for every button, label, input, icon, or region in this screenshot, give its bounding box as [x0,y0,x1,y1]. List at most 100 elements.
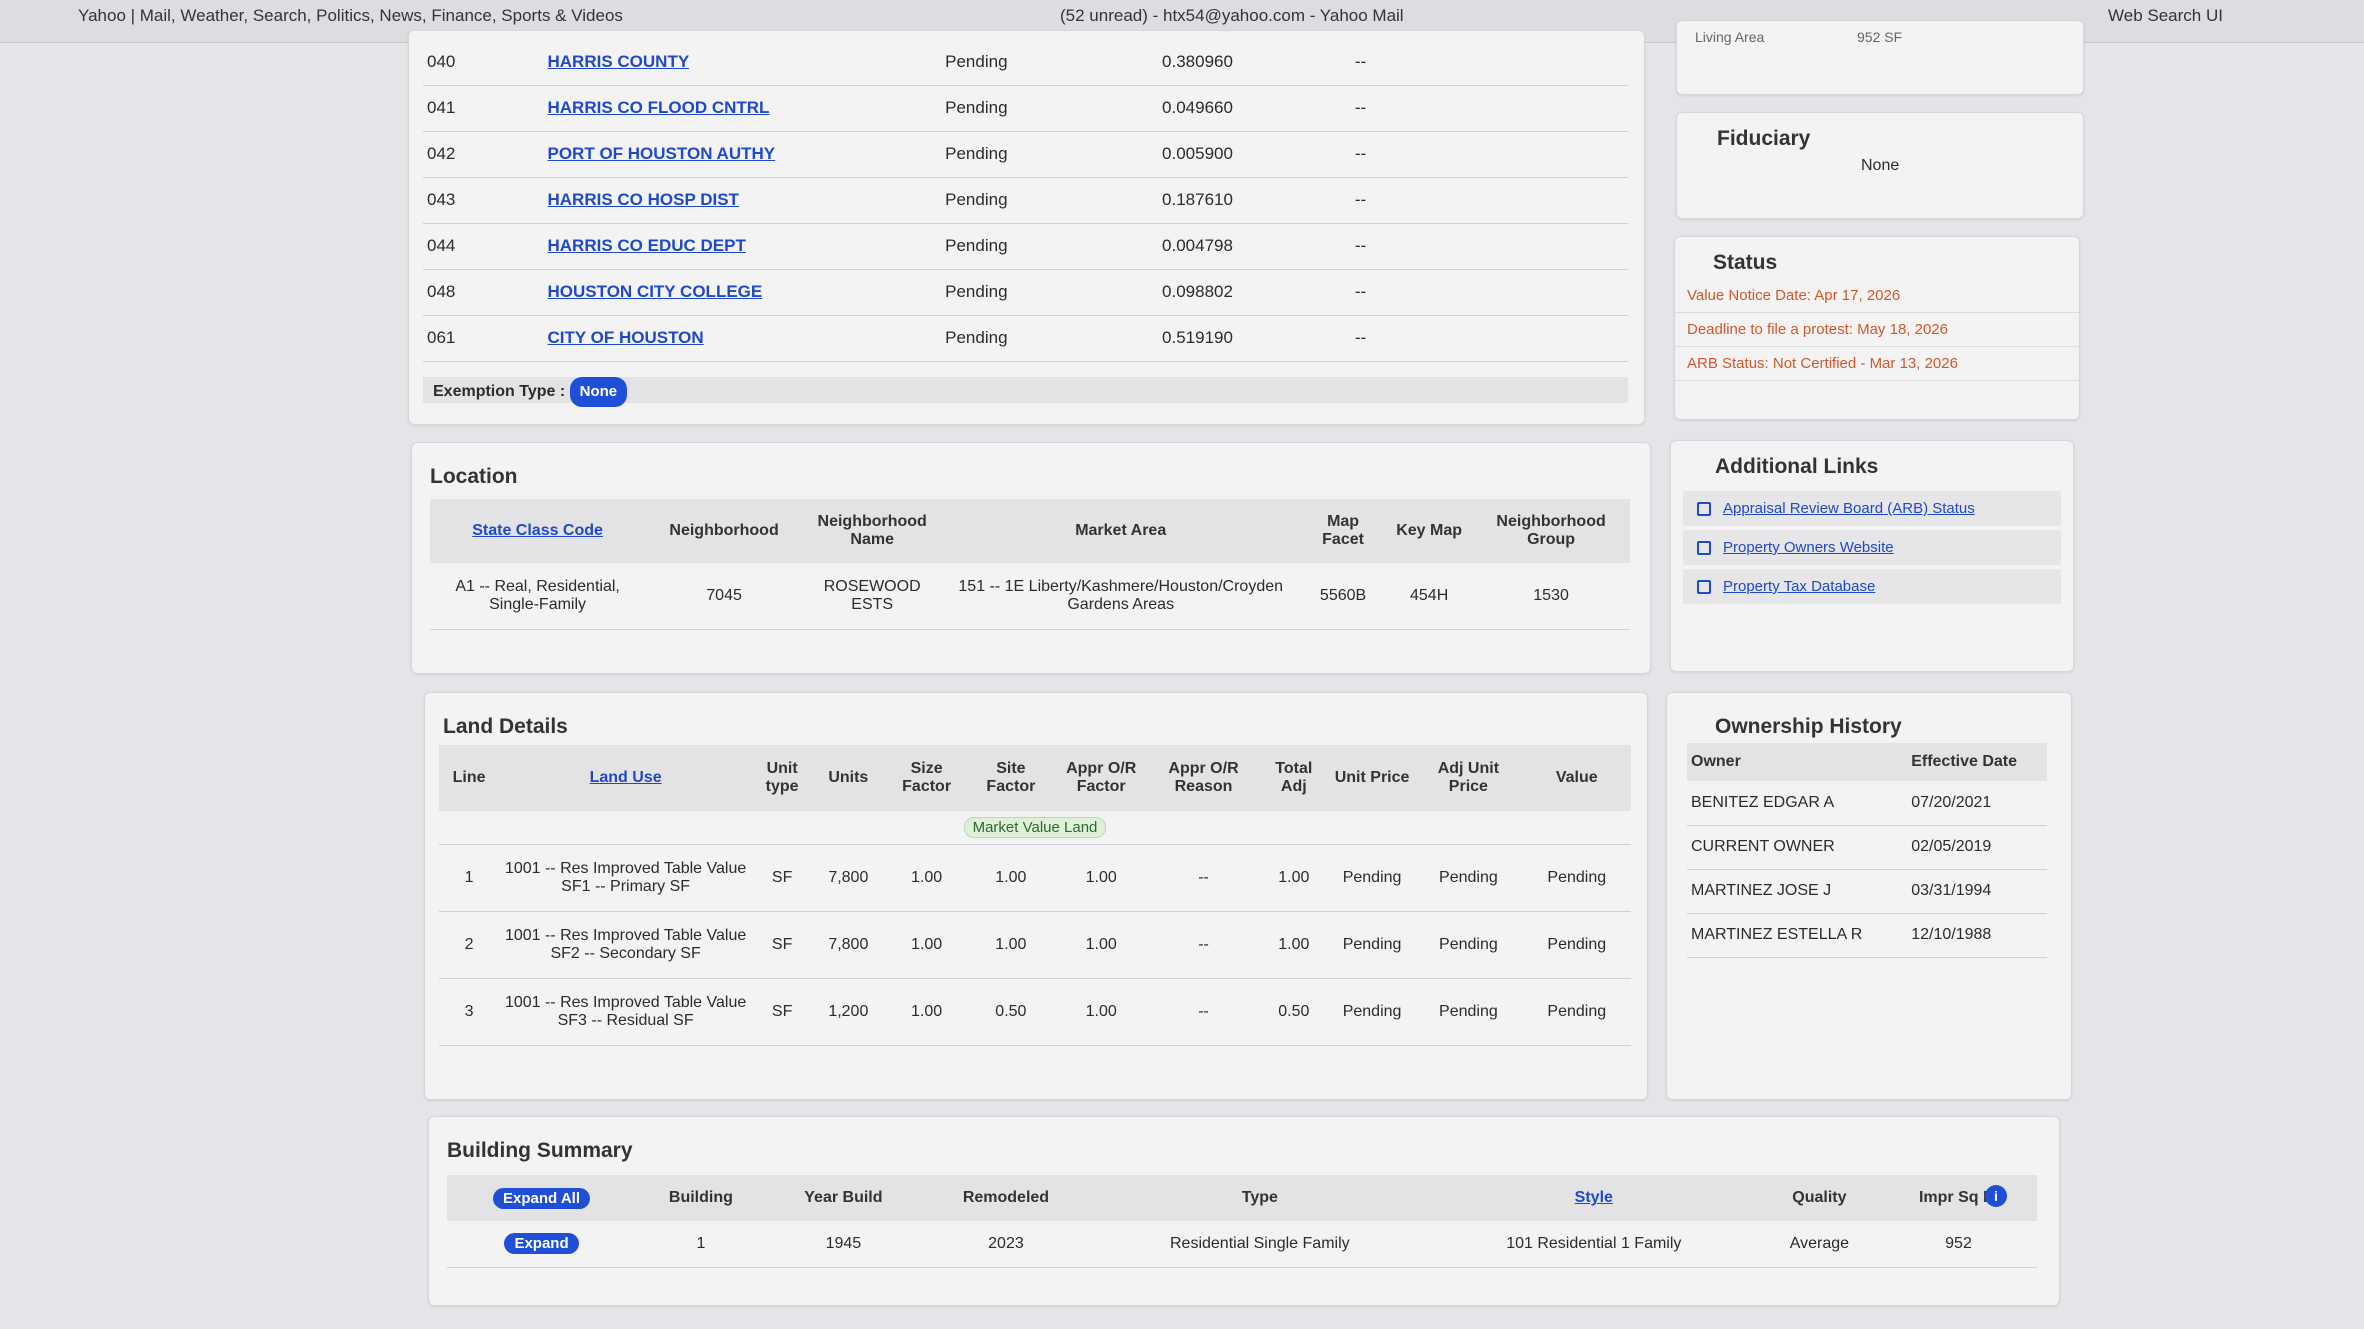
table-cell: -- [1350,315,1628,362]
fiduciary-value: None [1861,157,1900,174]
external-link[interactable]: Appraisal Review Board (ARB) Status [1723,500,1975,517]
unit-link[interactable]: HARRIS COUNTY [547,51,690,71]
header-row: Line Land Use Unit type Units Size Factor Sit… [439,745,1631,811]
header-link[interactable]: State Class Code [472,522,603,539]
table-cell: 1945 [765,1221,922,1268]
table-cell: HOUSTON CITY COLLEGE [543,269,942,316]
header-link[interactable]: Land Use [589,769,662,786]
cell-text: 7,800 [828,869,869,886]
header-cell: Value [1522,745,1631,811]
table-cell: -- [1350,269,1628,316]
summary-panel: Living Area 952 SF [1676,20,2084,95]
header-cell: Impr Sq Ft [1880,1175,2037,1221]
header-text: Type [1241,1189,1278,1206]
cell-text: 1 [464,869,474,886]
cell-text: 040 [427,51,456,71]
table-row: 042 PORT OF HOUSTON AUTHY Pending 0.005900 -… [423,131,1628,178]
external-link[interactable]: Property Tax Database [1723,578,1876,595]
unit-link[interactable]: HARRIS CO HOSP DIST [547,190,739,209]
cell-text: Pending [945,144,1008,163]
cell-text: ROSEWOOD ESTS [823,577,921,613]
cell-text: 0.50 [995,1003,1027,1020]
unit-link[interactable]: HOUSTON CITY COLLEGE [547,282,763,301]
table-cell: 1.00 [1257,844,1330,912]
table-cell: 12/10/1988 [1907,913,2047,958]
table-cell: 5560B [1300,563,1387,630]
table-cell: 2023 [921,1221,1091,1268]
table-cell: BENITEZ EDGAR A [1687,781,1908,826]
unit-link[interactable]: HARRIS CO EDUC DEPT [547,236,746,255]
tab[interactable]: (52 unread) - htx54@yahoo.com - Yahoo Ma… [1060,6,1404,25]
header-cell: Key Map [1386,499,1473,563]
cell-text: 03/31/1994 [1911,882,1992,899]
table-cell: Pending [1522,911,1631,979]
table-cell: 0.004798 [1158,223,1351,270]
panel-title: Additional Links [1715,455,1879,478]
cell-text: -- [1354,328,1367,347]
table-cell: PORT OF HOUSTON AUTHY [543,131,942,178]
cell-text: 1.00 [995,936,1027,953]
cell-text: 1.00 [995,869,1027,886]
header-text: Appr O/R Reason [1168,760,1239,795]
table-cell: 2 [439,911,500,979]
header-cell: Neighborhood Group [1472,499,1630,563]
table-cell: Pending [1414,911,1523,979]
table-cell: 0.380960 [1158,39,1351,86]
table-cell: Residential Single Family [1090,1221,1429,1268]
expand-button[interactable]: Expand [504,1233,579,1255]
cell-text: -- [1354,236,1367,255]
table-cell: 7045 [645,563,803,630]
data-table: Line Land Use Unit type Units Size Factor Sit… [439,745,1631,1046]
cell-text: 7045 [706,586,742,604]
table-cell: MARTINEZ ESTELLA R [1687,913,1908,958]
link-row: Property Tax Database [1683,569,2061,604]
header-cell: Expand All [447,1175,637,1221]
cell-text: 1.00 [1085,1003,1117,1020]
table-cell: 151 -- 1E Liberty/Kashmere/Houston/Croyd… [941,563,1301,630]
header-link[interactable]: Style [1574,1189,1613,1206]
header-cell: Building [636,1175,766,1221]
external-link[interactable]: Property Owners Website [1723,539,1894,556]
table-cell: Pending [941,39,1159,86]
tab[interactable]: Yahoo | Mail, Weather, Search, Politics,… [78,6,623,25]
panel-title: Location [430,465,518,488]
table-cell: -- [1149,844,1258,912]
table-cell: 0.005900 [1158,131,1351,178]
header-text: Building [668,1189,733,1206]
table-cell: Pending [1522,978,1631,1046]
cell-text: 1.00 [1085,936,1117,953]
table-cell: -- [1350,223,1628,270]
cell-text: 0.005900 [1162,144,1233,163]
cell-text: 101 Residential 1 Family [1506,1234,1682,1252]
data-table: Expand All Building Year Build Remodeled Typ… [447,1175,2037,1268]
table-cell: 0.049660 [1158,85,1351,132]
summary-value: 952 SF [1857,29,1903,45]
cell-text: 2023 [988,1234,1024,1252]
exemption-badge: None [569,377,628,407]
table-cell: 1 [636,1221,766,1268]
header-text: Size Factor [902,760,952,795]
cell-text: SF [771,1003,793,1020]
cell-text: Pending [1547,936,1607,953]
cell-text: BENITEZ EDGAR A [1691,793,1835,811]
cell-text: 042 [427,144,456,163]
unit-link[interactable]: PORT OF HOUSTON AUTHY [547,144,776,163]
cell-text: A1 -- Real, Residential, Single-Family [455,577,620,613]
header-text: Remodeled [962,1189,1050,1206]
header-cell: Quality [1758,1175,1881,1221]
status-item: Value Notice Date: Apr 17, 2026 [1675,279,2079,313]
cell-text: Pending [1547,1003,1607,1020]
expand-all-button[interactable]: Expand All [493,1187,591,1209]
cell-text: -- [1354,190,1367,209]
cell-text: 1 [696,1234,706,1252]
panel-title: Building Summary [447,1139,633,1162]
unit-link[interactable]: CITY OF HOUSTON [547,328,704,347]
taxing-table: 040 HARRIS COUNTY Pending 0.380960 -- 041 HARR… [423,39,1628,362]
tab[interactable]: Web Search UI [2108,6,2223,25]
header-cell: Style [1428,1175,1759,1221]
unit-link[interactable]: HARRIS CO FLOOD CNTRL [547,98,770,117]
header-text: Unit Price [1334,769,1410,786]
info-icon[interactable]: i [1985,1185,2007,1207]
table-cell: -- [1350,177,1628,224]
cell-text: SF [771,936,793,953]
